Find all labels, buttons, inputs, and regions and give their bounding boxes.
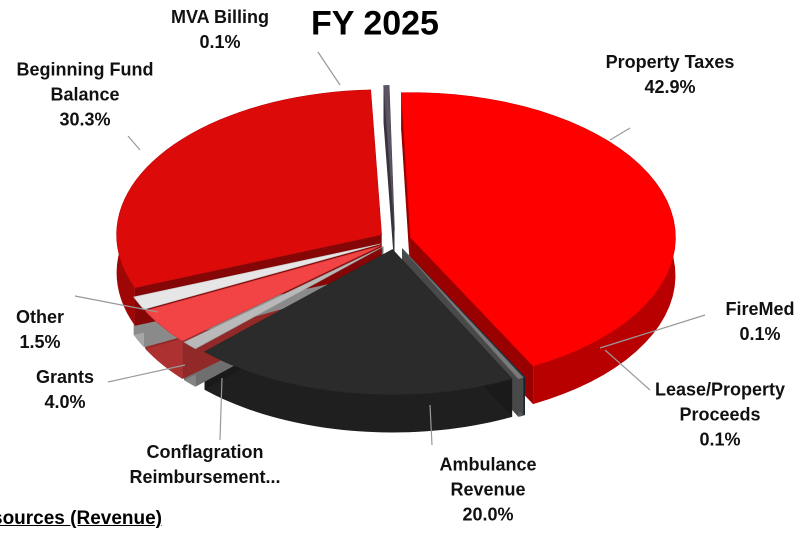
- slice-label: Grants 4.0%: [10, 365, 120, 415]
- leader-line: [107, 364, 186, 383]
- slice-side: [204, 351, 513, 433]
- slice: [400, 92, 676, 367]
- slice-label: MVA Billing 0.1%: [155, 5, 285, 55]
- slice-label: Beginning Fund Balance 30.3%: [0, 58, 175, 133]
- slice: [116, 89, 382, 289]
- slice-side: [383, 85, 395, 269]
- value-label: 0.1%: [199, 32, 241, 52]
- category-label: Grants: [35, 367, 95, 387]
- category-label: Conflagration Reimbursement...: [129, 442, 281, 487]
- leader-line: [604, 349, 651, 391]
- value-label: 42.9%: [644, 77, 696, 97]
- slice: [401, 248, 524, 380]
- caption: sources (Revenue): [0, 508, 163, 529]
- category-label: FireMed: [725, 299, 795, 319]
- value-label: 4.0%: [44, 392, 86, 412]
- category-label: Beginning Fund Balance: [16, 59, 154, 105]
- chart-title: FY 2025: [311, 4, 439, 43]
- leader-line: [429, 404, 433, 446]
- leader-line: [74, 295, 159, 313]
- leader-line: [127, 135, 141, 151]
- category-label: Property Taxes: [605, 52, 735, 72]
- value-label: 30.3%: [59, 109, 111, 130]
- value-label: 0.1%: [699, 429, 741, 450]
- slice-label: Other 1.5%: [0, 305, 85, 355]
- slice: [144, 245, 382, 342]
- leader-line: [317, 51, 341, 86]
- value-label: 1.5%: [19, 332, 61, 352]
- leader-line: [219, 377, 223, 441]
- leader-line: [599, 314, 706, 349]
- category-label: MVA Billing: [171, 7, 269, 27]
- slice: [383, 85, 395, 231]
- slice-label: Property Taxes 42.9%: [590, 50, 750, 100]
- value-label: 20.0%: [462, 504, 514, 525]
- slice: [203, 249, 513, 395]
- slice-label: FireMed 0.1%: [705, 297, 810, 347]
- leader-line: [609, 127, 631, 141]
- slice-label: Conflagration Reimbursement...: [105, 440, 305, 490]
- category-label: Lease/Property Proceeds: [654, 379, 786, 425]
- slice-label: Lease/Property Proceeds 0.1%: [625, 378, 810, 453]
- slice: [133, 243, 381, 310]
- slice-tops: [116, 85, 676, 395]
- slice-label: Ambulance Revenue 20.0%: [413, 453, 563, 528]
- category-label: Other: [15, 307, 64, 327]
- slice-side: [401, 92, 411, 276]
- slice: [183, 246, 384, 350]
- category-label: Ambulance Revenue: [439, 454, 537, 500]
- value-label: 0.1%: [739, 324, 781, 344]
